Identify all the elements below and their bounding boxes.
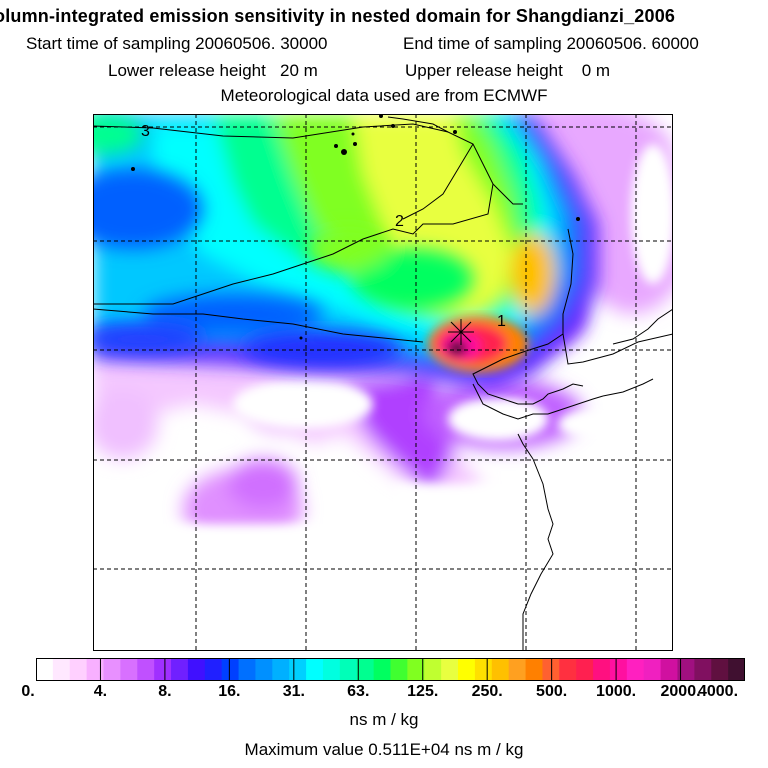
legend-band	[356, 658, 375, 681]
source-hotspot	[428, 316, 528, 372]
legend-band	[322, 658, 341, 681]
legend-band	[660, 658, 679, 681]
legend-tick-label: 4.	[93, 683, 108, 700]
legend-tick-label: 2000.	[660, 683, 701, 700]
legend-band	[187, 658, 206, 681]
legend-band	[52, 658, 71, 681]
legend-frame	[36, 658, 745, 681]
clear-zones	[93, 144, 673, 651]
map-svg: 3 2 1	[93, 114, 673, 651]
lower-release-label: Lower release height 20 m	[108, 61, 318, 80]
legend-tick-label: 31.	[282, 683, 305, 700]
legend-tick-label: 1000.	[596, 683, 637, 700]
legend-band	[728, 658, 746, 681]
met-data-label: Meteorological data used are from ECMWF	[220, 86, 548, 105]
legend-band	[525, 658, 544, 681]
legend-band	[458, 658, 476, 681]
legend-band	[559, 658, 577, 681]
maximum-value-label: Maximum value 0.511E+04 ns m / kg	[244, 740, 524, 759]
legend-band	[474, 658, 493, 681]
upper-release-label: Upper release height 0 m	[405, 61, 611, 80]
legend-band	[441, 658, 459, 681]
legend-svg	[36, 658, 746, 681]
legend-tick-label: 125.	[407, 683, 439, 700]
legend-band	[626, 658, 645, 681]
legend-band	[339, 658, 358, 681]
legend-band	[137, 658, 155, 681]
color-scale-legend	[36, 658, 746, 681]
legend-band	[36, 658, 54, 681]
legend-band	[103, 658, 121, 681]
legend-band	[424, 658, 442, 681]
legend-band	[289, 658, 307, 681]
contour-label-3: 3	[141, 123, 150, 140]
legend-tick-label: 500.	[536, 683, 568, 700]
map-frame	[93, 114, 673, 651]
legend-band	[69, 658, 88, 681]
legend-band	[221, 658, 240, 681]
legend-band	[306, 658, 324, 681]
legend-band	[694, 658, 712, 681]
legend-tick-label: 250.	[471, 683, 503, 700]
legend-band	[204, 658, 223, 681]
legend-band	[171, 658, 189, 681]
legend-band	[373, 658, 392, 681]
legend-band	[576, 658, 594, 681]
contour-label-1: 1	[497, 313, 506, 330]
start-time-label: Start time of sampling 20060506. 30000	[26, 34, 328, 53]
sensitivity-map[interactable]: 3 2 1	[93, 114, 673, 651]
release-site-marker	[448, 319, 474, 345]
legend-tick-label: 0.	[21, 683, 35, 700]
legend-tick-label: 8.	[158, 683, 172, 700]
contour-label-2: 2	[395, 213, 404, 230]
legend-band	[390, 658, 408, 681]
legend-band	[407, 658, 425, 681]
legend-units: ns m / kg	[349, 710, 419, 729]
legend-band	[491, 658, 510, 681]
legend-band	[609, 658, 628, 681]
islands	[131, 114, 580, 340]
lat-lon-grid	[93, 114, 673, 651]
legend-band	[154, 658, 172, 681]
legend-band	[711, 658, 729, 681]
legend-band	[508, 658, 527, 681]
legend-tick-label: 16.	[218, 683, 241, 700]
legend-band	[593, 658, 611, 681]
legend-tick-label: 63.	[347, 683, 370, 700]
coastlines	[93, 116, 673, 651]
end-time-label: End time of sampling 20060506. 60000	[403, 34, 699, 53]
legend-band	[643, 658, 662, 681]
legend-band	[677, 658, 695, 681]
legend-band	[272, 658, 290, 681]
legend-band	[86, 658, 105, 681]
legend-band	[255, 658, 273, 681]
legend-tick-label: 4000.	[697, 683, 739, 700]
legend-band	[120, 658, 138, 681]
legend-band	[238, 658, 257, 681]
legend-bands	[36, 658, 746, 681]
ocean-blue-zones	[93, 114, 473, 367]
